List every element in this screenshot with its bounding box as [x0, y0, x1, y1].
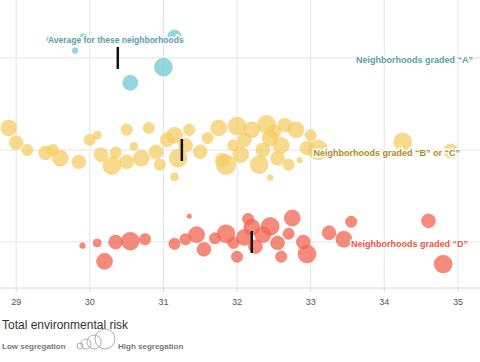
bubble — [143, 122, 154, 133]
bubble — [211, 120, 227, 136]
bubble — [284, 210, 300, 226]
bubble — [154, 58, 172, 76]
bubble — [322, 226, 336, 240]
legend-high: High segregation — [118, 342, 183, 351]
x-tick — [16, 288, 17, 292]
x-tick — [237, 288, 238, 292]
bubble — [47, 144, 58, 155]
bubble — [297, 157, 303, 163]
bubble — [154, 159, 165, 170]
bubble — [149, 145, 163, 159]
series-label: Neighborhoods graded “D” — [351, 239, 468, 249]
bubble — [1, 120, 17, 136]
x-tick — [457, 288, 458, 292]
bubble — [121, 232, 139, 250]
bubble — [250, 156, 268, 174]
x-tick-label: 33 — [306, 297, 316, 307]
bubble — [133, 150, 149, 166]
bubble — [121, 124, 132, 135]
bubble — [93, 239, 101, 247]
legend-low: Low segregation — [2, 342, 66, 351]
average-line — [117, 47, 120, 69]
bubble — [271, 236, 285, 250]
legend-circle — [77, 343, 83, 349]
bubble — [228, 117, 246, 135]
bubble — [276, 251, 287, 262]
bubble — [193, 145, 207, 159]
bubble — [231, 251, 242, 262]
bubble — [346, 216, 357, 227]
x-tick-label: 34 — [379, 297, 389, 307]
bubble — [187, 214, 191, 218]
series-label: Neighborhoods graded “A” — [356, 55, 473, 65]
bubble — [109, 235, 123, 249]
bubble — [189, 227, 205, 243]
x-axis-line — [0, 288, 480, 289]
bubble — [202, 132, 213, 143]
bubble — [305, 130, 316, 141]
bubble — [72, 155, 86, 169]
bubble — [123, 75, 138, 90]
bubble — [170, 173, 178, 181]
legend-circle — [95, 329, 115, 349]
x-tick-label: 29 — [11, 297, 21, 307]
bubble — [422, 214, 436, 228]
bubble — [434, 255, 452, 273]
bubble — [288, 122, 304, 138]
bubble — [72, 48, 78, 54]
average-line — [181, 139, 184, 161]
x-tick-label: 30 — [85, 297, 95, 307]
bubble — [216, 155, 236, 175]
bubble — [130, 142, 138, 150]
bubble — [283, 228, 294, 239]
bubble — [80, 243, 86, 249]
bubble — [336, 231, 352, 247]
x-tick — [163, 288, 164, 292]
bubble — [93, 131, 101, 139]
bubble — [110, 147, 121, 158]
x-tick-label: 32 — [232, 297, 242, 307]
size-legend: Low segregation High segregation — [2, 329, 183, 351]
chart: 29 30 31 32 33 34 35 Neighborhoods graded “A” Ne… — [0, 0, 480, 362]
grid — [0, 0, 480, 288]
bubble — [120, 155, 134, 169]
bubble — [22, 144, 33, 155]
bubble — [273, 137, 289, 153]
bubble — [139, 234, 150, 245]
x-tick — [310, 288, 311, 292]
bubble — [197, 242, 211, 256]
bubble — [169, 238, 180, 249]
average-line — [251, 231, 254, 253]
bubble — [267, 175, 273, 181]
bubble — [184, 124, 195, 135]
bubble — [283, 159, 294, 170]
bubble — [97, 253, 113, 269]
bubble — [298, 245, 316, 263]
x-tick — [384, 288, 385, 292]
bubble — [261, 217, 279, 235]
x-tick-label: 35 — [453, 297, 463, 307]
bubble — [103, 157, 121, 175]
x-tick-label: 31 — [158, 297, 168, 307]
x-tick — [89, 288, 90, 292]
series-label: Neighborhoods graded “B” or “C” — [313, 148, 460, 158]
bubble — [233, 147, 249, 163]
bubble — [9, 136, 23, 150]
annotation: Average for these neighborhoods — [48, 35, 184, 45]
